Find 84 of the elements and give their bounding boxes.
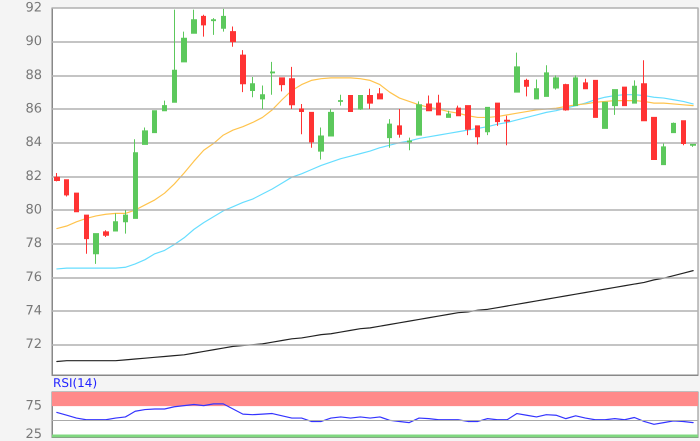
candlestick — [191, 9, 197, 34]
y-tick-label: 74 — [25, 304, 42, 319]
candlestick — [74, 192, 79, 212]
candlestick — [230, 26, 236, 48]
candlestick — [181, 31, 187, 62]
candlestick — [142, 127, 148, 145]
y-tick-label: 76 — [25, 270, 42, 285]
candlestick — [260, 84, 265, 110]
y-tick-label: 84 — [25, 135, 42, 150]
candlestick — [583, 78, 588, 90]
candlestick — [475, 125, 480, 145]
candlestick — [544, 64, 549, 97]
candlestick — [593, 80, 598, 118]
candlestick — [338, 94, 343, 106]
y-tick-label: 86 — [25, 102, 42, 117]
candlestick — [113, 212, 118, 232]
candlestick — [524, 78, 529, 97]
y-tick-label: 90 — [25, 34, 42, 50]
candlestick — [641, 60, 647, 122]
candlestick — [299, 103, 304, 135]
candlestick — [309, 112, 314, 148]
candlestick — [407, 137, 412, 151]
candlestick — [485, 106, 490, 136]
line-series — [56, 94, 694, 270]
candlestick — [133, 138, 138, 219]
candlestick — [270, 61, 275, 96]
candlestick — [416, 100, 422, 136]
candlestick — [690, 144, 696, 148]
line-series — [56, 403, 694, 425]
candlestick — [367, 88, 373, 110]
candlestick — [289, 66, 295, 110]
candlestick — [387, 118, 392, 148]
candlestick — [377, 87, 383, 100]
candlestick — [651, 116, 657, 160]
candlestick — [534, 79, 539, 100]
y-tick-label: 25 — [25, 427, 42, 441]
candlestick — [504, 115, 510, 146]
candlestick — [84, 214, 89, 254]
y-tick-label: 88 — [25, 68, 42, 83]
candlestick — [671, 122, 676, 134]
y-tick-label: 78 — [25, 236, 42, 252]
candlestick — [250, 76, 255, 98]
y-tick-label: 72 — [25, 337, 42, 352]
candlestick — [553, 74, 559, 90]
candlestick — [172, 9, 177, 103]
candlestick — [514, 52, 520, 93]
candlestick — [93, 233, 99, 264]
candlestick — [602, 102, 608, 129]
candlestick — [240, 50, 246, 93]
candlestick — [397, 108, 402, 138]
candlestick — [456, 105, 461, 116]
candlestick — [465, 105, 471, 136]
chart-title: RSI(14) — [53, 376, 98, 390]
candlestick — [563, 83, 569, 112]
y-tick-label: 75 — [25, 398, 42, 414]
candlestick — [221, 8, 226, 32]
candlestick — [495, 102, 500, 126]
candlestick — [446, 110, 451, 118]
candlestick — [661, 143, 666, 166]
candlestick — [426, 95, 432, 112]
candlestick — [152, 110, 157, 134]
candlestick — [162, 100, 167, 112]
candlestick — [64, 179, 69, 198]
candlestick — [681, 120, 686, 146]
line-series — [56, 77, 694, 230]
candlestick — [348, 95, 353, 112]
y-tick-label: 82 — [25, 168, 42, 184]
y-tick-label: 92 — [25, 0, 42, 16]
candlestick — [622, 86, 627, 106]
candlestick — [318, 127, 324, 160]
candlestick — [328, 108, 334, 136]
candlestick — [201, 14, 206, 38]
candlestick — [103, 230, 109, 238]
candlestick — [211, 18, 216, 36]
line-series — [56, 270, 694, 362]
candlestick — [436, 94, 441, 116]
candlestick — [632, 80, 637, 104]
candlestick — [358, 95, 363, 110]
candlestick — [279, 77, 285, 92]
candlestick — [612, 89, 618, 116]
y-tick-label: 80 — [25, 202, 42, 218]
candlestick — [573, 74, 578, 106]
candlestick — [123, 210, 128, 234]
candlestick — [54, 172, 60, 182]
